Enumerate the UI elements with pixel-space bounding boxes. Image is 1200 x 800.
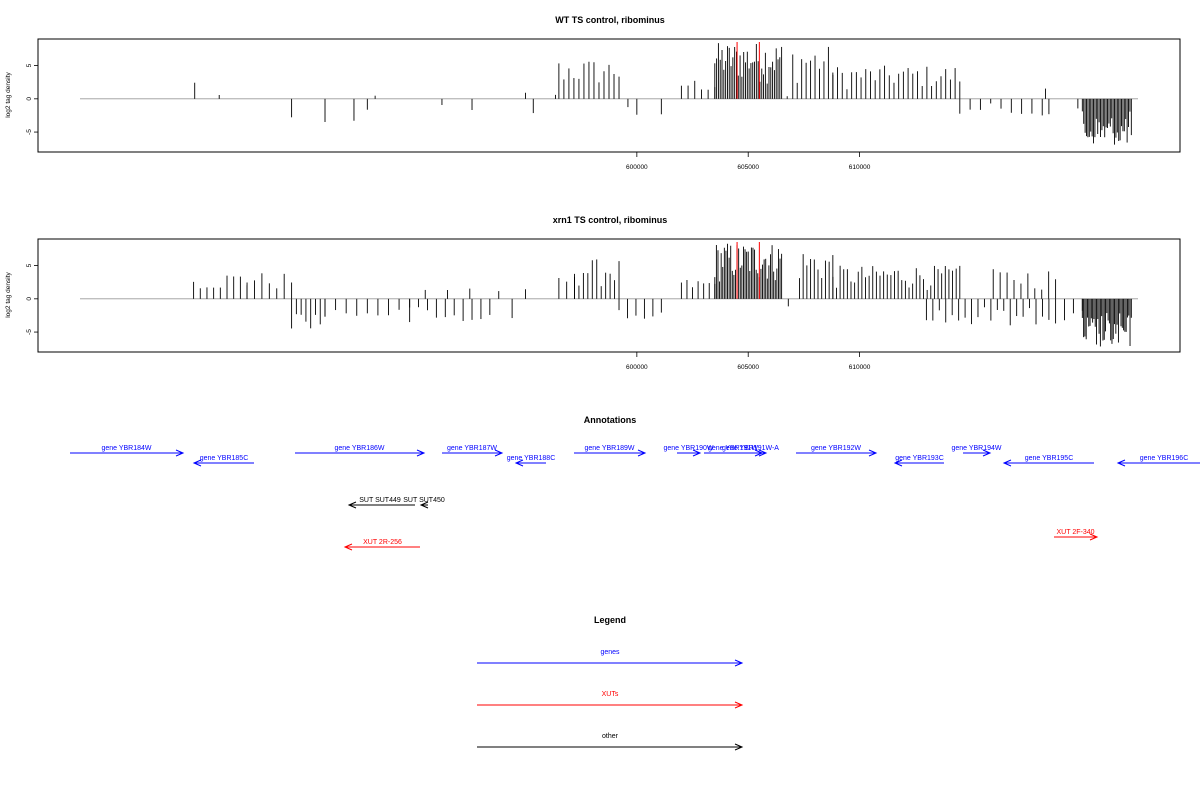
y-tick-label: 5 bbox=[26, 63, 33, 67]
annotation-label: gene YBR184W bbox=[101, 445, 151, 452]
annotation-label: SUT SUT450 bbox=[403, 497, 445, 504]
legend-label: other bbox=[602, 733, 619, 740]
arrow-head bbox=[982, 449, 992, 457]
annotation-label: gene YBR195C bbox=[1025, 455, 1074, 462]
arrow-head bbox=[692, 449, 702, 457]
bars-group bbox=[80, 242, 1138, 347]
annotation-label: gene YBR193C bbox=[895, 455, 944, 462]
x-tick-label: 610000 bbox=[849, 364, 871, 371]
arrow-head bbox=[419, 501, 429, 509]
legend: Legend genes XUTs other bbox=[477, 615, 744, 751]
y-tick-label: 0 bbox=[26, 297, 33, 301]
y-axis-label: log2 tag density bbox=[5, 271, 12, 317]
annotations-title: Annotations bbox=[584, 415, 637, 425]
arrow-head bbox=[175, 449, 185, 457]
x-tick-label: 600000 bbox=[626, 364, 648, 371]
x-tick-label: 600000 bbox=[626, 164, 648, 171]
panel-title: WT TS control, ribominus bbox=[555, 15, 665, 25]
arrow-head bbox=[494, 449, 504, 457]
arrow-head bbox=[734, 743, 744, 751]
arrow-head bbox=[192, 459, 202, 467]
arrow-head bbox=[1089, 533, 1099, 541]
legend-label: genes bbox=[600, 649, 620, 656]
arrow-head bbox=[1116, 459, 1126, 467]
y-tick-label: 0 bbox=[26, 97, 33, 101]
arrow-head bbox=[637, 449, 647, 457]
arrow-head bbox=[514, 459, 524, 467]
arrow-head bbox=[1002, 459, 1012, 467]
y-tick-label: -5 bbox=[26, 129, 33, 135]
annotation-label: gene YBR194W bbox=[951, 445, 1001, 452]
annotations-track: Annotations gene YBR184W gene YBR185C gene… bbox=[70, 415, 1200, 551]
annotation-label: gene YBR186W bbox=[334, 445, 384, 452]
annotation-label: gene YBR192W bbox=[811, 445, 861, 452]
x-tick-label: 605000 bbox=[737, 164, 759, 171]
x-tick-label: 605000 bbox=[737, 364, 759, 371]
annotation-label: gene YBR188C bbox=[507, 455, 556, 462]
annotation-label: gene YBR191W-A bbox=[722, 445, 779, 452]
annotation-label: XUT 2R-256 bbox=[363, 539, 402, 546]
arrow-head bbox=[416, 449, 426, 457]
y-tick-label: 5 bbox=[26, 263, 33, 267]
axes-group: 600000 605000 610000 -5 0 5 bbox=[26, 238, 1181, 371]
legend-label: XUTs bbox=[602, 691, 619, 698]
bars-group bbox=[80, 42, 1138, 145]
annotation-label: gene YBR185C bbox=[200, 455, 249, 462]
annotation-label: gene YBR190W bbox=[663, 445, 713, 452]
arrow-head bbox=[758, 449, 768, 457]
annotation-label: SUT SUT449 bbox=[359, 497, 401, 504]
arrow-head bbox=[868, 449, 878, 457]
arrow-head bbox=[734, 701, 744, 709]
annotation-label: gene YBR189W bbox=[584, 445, 634, 452]
axes-group: 600000 605000 610000 -5 0 5 bbox=[26, 38, 1181, 171]
legend-title: Legend bbox=[594, 615, 626, 625]
arrow-head bbox=[893, 459, 903, 467]
x-tick-label: 610000 bbox=[849, 164, 871, 171]
arrow-head bbox=[347, 501, 357, 509]
annotation-label: gene YBR196C bbox=[1140, 455, 1189, 462]
annotation-label: gene YBR187W bbox=[447, 445, 497, 452]
annotation-label: gene YBR191W bbox=[708, 445, 758, 452]
y-tick-label: -5 bbox=[26, 329, 33, 335]
annotation-label: XUT 2F-340 bbox=[1057, 529, 1095, 536]
panel-wt: WT TS control, ribominus log2 tag densit… bbox=[5, 15, 1181, 171]
panel-xrn1: xrn1 TS control, ribominus log2 tag dens… bbox=[5, 215, 1181, 371]
y-axis-label: log2 tag density bbox=[5, 71, 12, 117]
arrow-head bbox=[343, 543, 353, 551]
arrow-head bbox=[734, 659, 744, 667]
panel-title: xrn1 TS control, ribominus bbox=[553, 215, 668, 225]
plot-frame bbox=[37, 238, 1181, 353]
plot-frame bbox=[37, 38, 1181, 153]
